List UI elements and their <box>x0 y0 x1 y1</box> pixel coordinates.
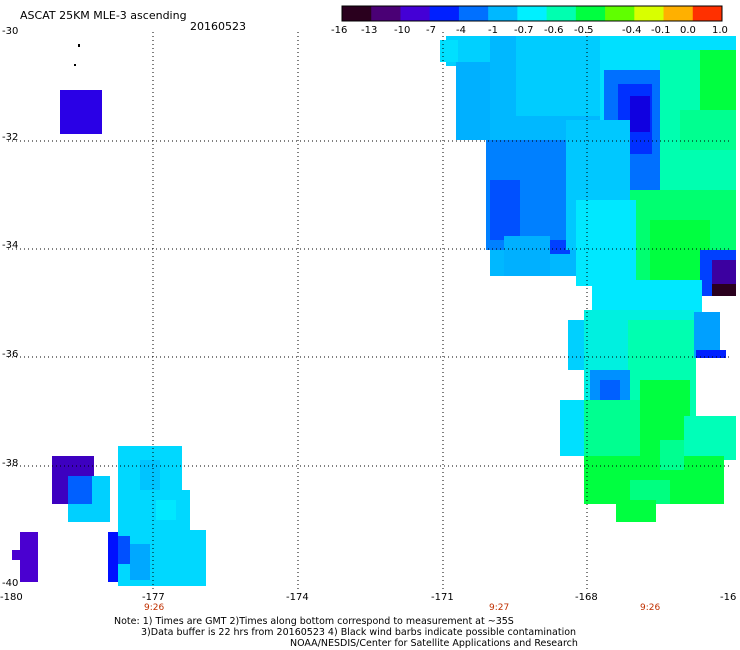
colorbar <box>342 6 723 21</box>
colorbar-label: -0.1 <box>651 25 671 36</box>
lat-label: -38 <box>2 458 19 469</box>
lon-label: -180 <box>0 592 23 603</box>
colorbar-swatch <box>342 6 372 21</box>
colorbar-swatch <box>663 6 694 21</box>
colorbar-swatch <box>605 6 635 21</box>
lon-label: -177 <box>142 592 165 603</box>
colorbar-swatch <box>488 6 518 21</box>
lat-label: -34 <box>2 240 19 251</box>
lat-label: -30 <box>2 26 19 37</box>
colorbar-swatch <box>429 6 460 21</box>
colorbar-swatch <box>692 6 723 21</box>
colorbar-swatch <box>546 6 577 21</box>
colorbar-swatch <box>575 6 606 21</box>
colorbar-swatch <box>400 6 431 21</box>
colorbar-label: -4 <box>456 25 466 36</box>
colorbar-label: -0.7 <box>514 25 534 36</box>
colorbar-swatch <box>517 6 548 21</box>
colorbar-swatch <box>634 6 665 21</box>
note-line: 3)Data buffer is 22 hrs from 20160523 4)… <box>141 627 577 638</box>
lon-label: -168 <box>575 592 598 603</box>
colorbar-swatch <box>371 6 401 21</box>
grid-lines <box>8 32 732 590</box>
colorbar-label: -16 <box>331 25 348 36</box>
colorbar-label: -10 <box>394 25 411 36</box>
note-line: Note: 1) Times are GMT 2)Times along bot… <box>114 616 514 627</box>
lat-label: -36 <box>2 349 19 360</box>
lon-label: -16 <box>720 592 737 603</box>
lon-label: -174 <box>286 592 309 603</box>
colorbar-label: -0.4 <box>622 25 642 36</box>
lat-label: -40 <box>2 578 19 589</box>
colorbar-swatch <box>458 6 489 21</box>
lat-label: -32 <box>2 132 19 143</box>
swath-data <box>12 36 736 586</box>
colorbar-label: 0.0 <box>680 25 696 36</box>
lon-label: -171 <box>431 592 454 603</box>
colorbar-label: -1 <box>488 25 498 36</box>
colorbar-label: 1.0 <box>712 25 728 36</box>
time-label: 9:27 <box>489 603 510 613</box>
chart-date: 20160523 <box>190 20 246 33</box>
colorbar-label: -13 <box>361 25 378 36</box>
colorbar-frame <box>341 5 723 22</box>
chart-title: ASCAT 25KM MLE-3 ascending <box>20 9 187 22</box>
note-line: NOAA/NESDIS/Center for Satellite Applica… <box>290 638 578 649</box>
colorbar-label: -0.6 <box>544 25 564 36</box>
colorbar-label: -0.5 <box>574 25 594 36</box>
colorbar-label: -7 <box>426 25 436 36</box>
time-label: 9:26 <box>144 603 165 613</box>
time-label: 9:26 <box>640 603 661 613</box>
